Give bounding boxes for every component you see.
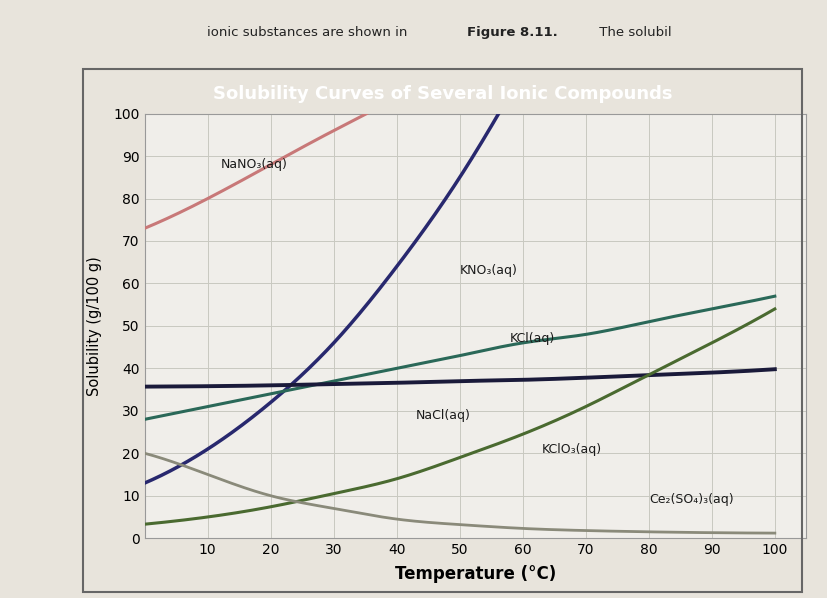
Text: ionic substances are shown in: ionic substances are shown in — [207, 26, 411, 39]
Text: The solubil: The solubil — [595, 26, 672, 39]
Y-axis label: Solubility (g/100 g): Solubility (g/100 g) — [88, 256, 103, 396]
Text: KClO₃(aq): KClO₃(aq) — [542, 443, 602, 456]
Text: Solubility Curves of Several Ionic Compounds: Solubility Curves of Several Ionic Compo… — [213, 85, 672, 103]
Text: NaNO₃(aq): NaNO₃(aq) — [220, 158, 287, 171]
X-axis label: Temperature (°C): Temperature (°C) — [395, 565, 556, 584]
Text: Figure 8.11.: Figure 8.11. — [467, 26, 558, 39]
Text: NaCl(aq): NaCl(aq) — [416, 408, 471, 422]
Text: KNO₃(aq): KNO₃(aq) — [460, 264, 518, 277]
Text: Ce₂(SO₄)₃(aq): Ce₂(SO₄)₃(aq) — [649, 493, 734, 507]
Text: KCl(aq): KCl(aq) — [510, 332, 556, 345]
